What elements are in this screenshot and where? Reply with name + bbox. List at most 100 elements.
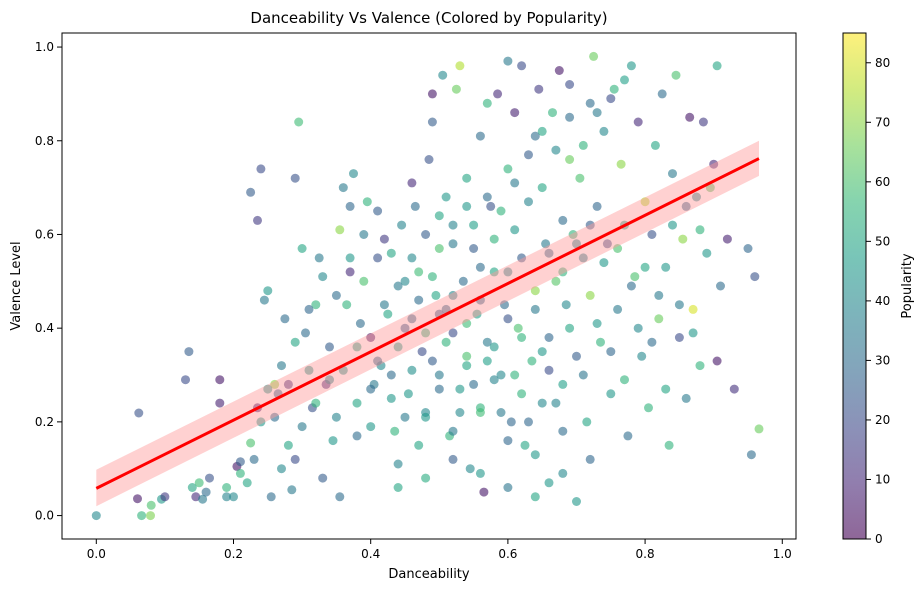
scatter-point bbox=[572, 239, 581, 249]
colorbar-label: Popularity bbox=[900, 253, 915, 318]
scatter-point bbox=[455, 384, 465, 394]
scatter-point bbox=[448, 290, 458, 300]
scatter-point bbox=[283, 440, 293, 450]
scatter-point bbox=[462, 173, 472, 183]
scatter-point bbox=[510, 108, 520, 118]
scatter-point bbox=[520, 440, 530, 450]
scatter-point bbox=[503, 267, 513, 277]
y-tick-label: 1.0 bbox=[35, 40, 54, 54]
scatter-point bbox=[400, 276, 410, 286]
scatter-point bbox=[355, 319, 365, 328]
scatter-point bbox=[620, 375, 629, 385]
y-tick-label: 0.0 bbox=[35, 509, 54, 523]
scatter-point bbox=[578, 140, 588, 150]
scatter-point bbox=[554, 66, 564, 75]
scatter-point bbox=[661, 384, 671, 394]
scatter-point bbox=[462, 361, 472, 371]
scatter-point bbox=[613, 304, 623, 314]
scatter-point bbox=[407, 314, 417, 324]
scatter-point bbox=[373, 356, 383, 366]
scatter-point bbox=[441, 192, 451, 202]
scatter-point bbox=[650, 140, 660, 150]
scatter-point bbox=[630, 272, 640, 282]
scatter-point bbox=[599, 126, 609, 136]
scatter-point bbox=[510, 370, 520, 380]
scatter-point bbox=[297, 422, 307, 432]
scatter-point bbox=[383, 309, 393, 319]
scatter-point bbox=[393, 483, 403, 492]
scatter-point bbox=[256, 164, 266, 174]
scatter-point bbox=[503, 483, 513, 492]
scatter-point bbox=[438, 70, 448, 80]
scatter-point bbox=[462, 351, 472, 361]
scatter-point bbox=[482, 356, 492, 366]
scatter-point bbox=[134, 408, 144, 418]
x-tick-label: 0.4 bbox=[361, 547, 380, 561]
scatter-point bbox=[565, 323, 575, 333]
scatter-point bbox=[335, 225, 345, 235]
colorbar-tick-label: 10 bbox=[875, 472, 890, 486]
scatter-point bbox=[592, 108, 602, 118]
scatter-point bbox=[314, 253, 324, 263]
scatter-point bbox=[640, 262, 650, 272]
scatter-point bbox=[712, 61, 722, 71]
colorbar-tick-label: 50 bbox=[875, 234, 890, 248]
scatter-point bbox=[434, 244, 444, 253]
scatter-point bbox=[201, 487, 211, 497]
scatter-point bbox=[695, 361, 705, 371]
scatter-point bbox=[431, 290, 441, 300]
scatter-point bbox=[407, 178, 417, 188]
scatter-point bbox=[496, 370, 506, 380]
scatter-point bbox=[541, 239, 551, 249]
scatter-point bbox=[692, 192, 701, 202]
scatter-point bbox=[290, 454, 300, 464]
scatter-point bbox=[585, 98, 595, 108]
scatter-point bbox=[400, 412, 410, 422]
scatter-point bbox=[448, 426, 458, 436]
scatter-point bbox=[596, 337, 605, 347]
scatter-point bbox=[331, 412, 341, 422]
scatter-point bbox=[270, 379, 280, 389]
scatter-point bbox=[668, 169, 677, 179]
scatter-point bbox=[606, 347, 616, 357]
scatter-point bbox=[517, 333, 527, 342]
scatter-point bbox=[534, 84, 544, 94]
scatter-point bbox=[259, 295, 269, 305]
scatter-point bbox=[482, 337, 492, 347]
scatter-point bbox=[503, 314, 513, 324]
scatter-point bbox=[678, 234, 688, 244]
scatter-point bbox=[393, 459, 403, 469]
scatter-point bbox=[146, 500, 156, 510]
x-tick-label: 0.2 bbox=[224, 547, 243, 561]
scatter-point bbox=[448, 239, 458, 249]
colorbar-gradient bbox=[843, 33, 866, 539]
scatter-point bbox=[448, 328, 458, 338]
scatter-point bbox=[496, 206, 506, 216]
colorbar-tick-label: 70 bbox=[875, 115, 890, 129]
scatter-point bbox=[654, 290, 664, 300]
scatter-point bbox=[613, 244, 623, 253]
scatter-point bbox=[475, 131, 485, 141]
scatter-point bbox=[565, 155, 575, 164]
scatter-point bbox=[427, 356, 437, 366]
scatter-point bbox=[616, 159, 626, 169]
scatter-point bbox=[688, 304, 698, 314]
scatter-point bbox=[198, 494, 208, 504]
scatter-point bbox=[585, 454, 595, 464]
scatter-point bbox=[623, 431, 633, 441]
scatter-point bbox=[417, 347, 427, 357]
colorbar-tick-label: 60 bbox=[875, 175, 890, 189]
colorbar-tick-label: 80 bbox=[875, 56, 890, 70]
scatter-point bbox=[530, 286, 540, 296]
scatter-point bbox=[661, 262, 671, 272]
scatter-point bbox=[393, 342, 403, 352]
scatter-point bbox=[359, 276, 369, 286]
scatter-point bbox=[91, 511, 101, 521]
scatter-point bbox=[551, 398, 561, 408]
scatter-point bbox=[434, 370, 444, 380]
scatter-point bbox=[503, 164, 513, 174]
scatter-point bbox=[386, 370, 396, 380]
scatter-point bbox=[743, 244, 753, 253]
scatter-point bbox=[647, 337, 657, 347]
